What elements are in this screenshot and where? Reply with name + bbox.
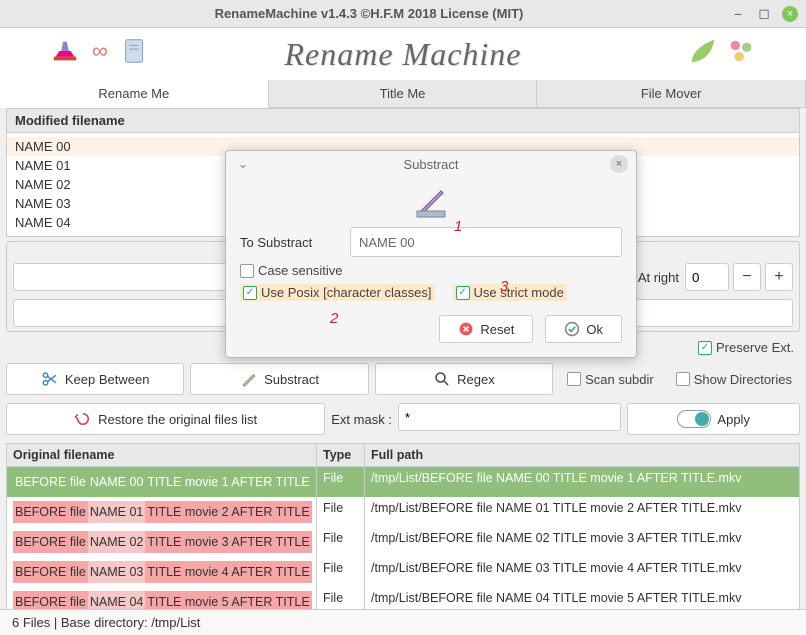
segment-title: TITLE movie 1 AFTER TITLE bbox=[145, 471, 311, 493]
tab-rename-me[interactable]: Rename Me bbox=[0, 80, 269, 108]
segment-before: BEFORE file bbox=[13, 561, 88, 583]
cell-type: File bbox=[317, 497, 365, 527]
case-sensitive-label: Case sensitive bbox=[258, 263, 343, 278]
preserve-ext-label: Preserve Ext. bbox=[716, 340, 794, 355]
substract-dialog: ⌄ Substract × To Substract Case sensitiv… bbox=[225, 150, 637, 358]
maximize-icon[interactable]: ◻ bbox=[756, 6, 772, 22]
keep-between-label: Keep Between bbox=[65, 372, 150, 387]
apply-button[interactable]: Apply bbox=[627, 403, 800, 435]
substract-label: Substract bbox=[264, 372, 319, 387]
cell-type: File bbox=[317, 467, 365, 497]
minimize-icon[interactable]: − bbox=[730, 6, 746, 22]
restore-label: Restore the original files list bbox=[98, 412, 257, 427]
segment-title: TITLE movie 3 AFTER TITLE bbox=[145, 531, 311, 553]
close-icon[interactable]: × bbox=[782, 6, 798, 22]
dialog-close-icon[interactable]: × bbox=[610, 155, 628, 173]
leaf-icon bbox=[688, 36, 718, 66]
modified-filename-header: Modified filename bbox=[7, 109, 799, 133]
ok-icon bbox=[564, 321, 580, 337]
tab-title-me[interactable]: Title Me bbox=[269, 80, 538, 107]
col-full-path[interactable]: Full path bbox=[365, 444, 799, 466]
petals-icon bbox=[726, 36, 756, 66]
app-banner: ∞ Rename Machine bbox=[0, 28, 806, 80]
window-title: RenameMachine v1.4.3 ©H.F.M 2018 License… bbox=[8, 6, 730, 21]
undo-icon bbox=[74, 410, 92, 428]
scan-subdir-checkbox[interactable]: Scan subdir bbox=[559, 363, 662, 395]
at-right-value[interactable] bbox=[685, 263, 729, 291]
keep-between-button[interactable]: Keep Between bbox=[6, 363, 184, 395]
segment-title: TITLE movie 4 AFTER TITLE bbox=[145, 561, 311, 583]
cell-path: /tmp/List/BEFORE file NAME 00 TITLE movi… bbox=[365, 467, 799, 497]
segment-name: NAME 01 bbox=[88, 501, 146, 523]
ext-mask-input[interactable] bbox=[398, 403, 621, 431]
segment-before: BEFORE file bbox=[13, 501, 88, 523]
segment-title: TITLE movie 2 AFTER TITLE bbox=[145, 501, 311, 523]
ruler-cutter-icon bbox=[413, 183, 449, 219]
cell-path: /tmp/List/BEFORE file NAME 01 TITLE movi… bbox=[365, 497, 799, 527]
cell-path: /tmp/List/BEFORE file NAME 03 TITLE movi… bbox=[365, 557, 799, 587]
table-row[interactable]: BEFORE file NAME 03 TITLE movie 4 AFTER … bbox=[7, 557, 799, 587]
substract-button[interactable]: Substract bbox=[190, 363, 368, 395]
window-titlebar: RenameMachine v1.4.3 ©H.F.M 2018 License… bbox=[0, 0, 806, 28]
check-icon bbox=[243, 286, 257, 300]
segment-name: NAME 00 bbox=[88, 471, 146, 493]
reset-label: Reset bbox=[480, 322, 514, 337]
table-row[interactable]: BEFORE file NAME 01 TITLE movie 2 AFTER … bbox=[7, 497, 799, 527]
reset-button[interactable]: Reset bbox=[439, 315, 533, 343]
main-tabs: Rename Me Title Me File Mover bbox=[0, 80, 806, 108]
col-type[interactable]: Type bbox=[317, 444, 365, 466]
show-directories-label: Show Directories bbox=[694, 372, 792, 387]
to-substract-label: To Substract bbox=[240, 235, 336, 250]
ok-button[interactable]: Ok bbox=[545, 315, 622, 343]
scan-subdir-label: Scan subdir bbox=[585, 372, 654, 387]
ext-mask-label: Ext mask : bbox=[331, 412, 392, 427]
case-sensitive-checkbox[interactable]: Case sensitive bbox=[240, 263, 343, 278]
restore-button[interactable]: Restore the original files list bbox=[6, 403, 325, 435]
table-row[interactable]: BEFORE file NAME 02 TITLE movie 3 AFTER … bbox=[7, 527, 799, 557]
magnify-icon bbox=[433, 370, 451, 388]
scissors-icon bbox=[41, 370, 59, 388]
cell-type: File bbox=[317, 527, 365, 557]
tab-file-mover[interactable]: File Mover bbox=[537, 80, 806, 107]
cell-type: File bbox=[317, 557, 365, 587]
use-strict-checkbox[interactable]: Use strict mode bbox=[453, 284, 567, 301]
apply-label: Apply bbox=[717, 412, 750, 427]
cutter-icon bbox=[240, 370, 258, 388]
segment-before: BEFORE file bbox=[13, 531, 88, 553]
at-right-plus-icon[interactable]: + bbox=[765, 263, 793, 291]
cancel-icon bbox=[458, 321, 474, 337]
stamp-icon bbox=[50, 36, 80, 66]
regex-label: Regex bbox=[457, 372, 495, 387]
regex-button[interactable]: Regex bbox=[375, 363, 553, 395]
at-right-minus-icon[interactable]: − bbox=[733, 263, 761, 291]
preserve-ext-checkbox[interactable]: Preserve Ext. bbox=[698, 340, 794, 355]
check-icon bbox=[698, 341, 712, 355]
note-icon bbox=[120, 36, 150, 66]
segment-before: BEFORE file bbox=[13, 471, 88, 493]
checkbox-icon bbox=[676, 372, 690, 386]
to-substract-input[interactable] bbox=[350, 227, 622, 257]
toggle-icon bbox=[677, 410, 711, 428]
check-icon bbox=[456, 286, 470, 300]
files-table: Original filename Type Full path BEFORE … bbox=[6, 443, 800, 618]
checkbox-icon bbox=[567, 372, 581, 386]
col-original-filename[interactable]: Original filename bbox=[7, 444, 317, 466]
segment-name: NAME 03 bbox=[88, 561, 146, 583]
app-title: Rename Machine bbox=[284, 36, 521, 73]
dialog-minimize-icon[interactable]: ⌄ bbox=[234, 155, 252, 173]
segment-name: NAME 02 bbox=[88, 531, 146, 553]
status-bar: 6 Files | Base directory: /tmp/List bbox=[0, 609, 806, 635]
ok-label: Ok bbox=[586, 322, 603, 337]
cell-path: /tmp/List/BEFORE file NAME 02 TITLE movi… bbox=[365, 527, 799, 557]
dialog-title: Substract bbox=[252, 157, 610, 172]
show-directories-checkbox[interactable]: Show Directories bbox=[668, 363, 800, 395]
use-strict-label: Use strict mode bbox=[474, 285, 564, 300]
table-row[interactable]: BEFORE file NAME 00 TITLE movie 1 AFTER … bbox=[7, 467, 799, 497]
use-posix-checkbox[interactable]: Use Posix [character classes] bbox=[240, 284, 435, 301]
at-right-label: At right bbox=[638, 270, 679, 285]
use-posix-label: Use Posix [character classes] bbox=[261, 285, 432, 300]
checkbox-icon bbox=[240, 264, 254, 278]
